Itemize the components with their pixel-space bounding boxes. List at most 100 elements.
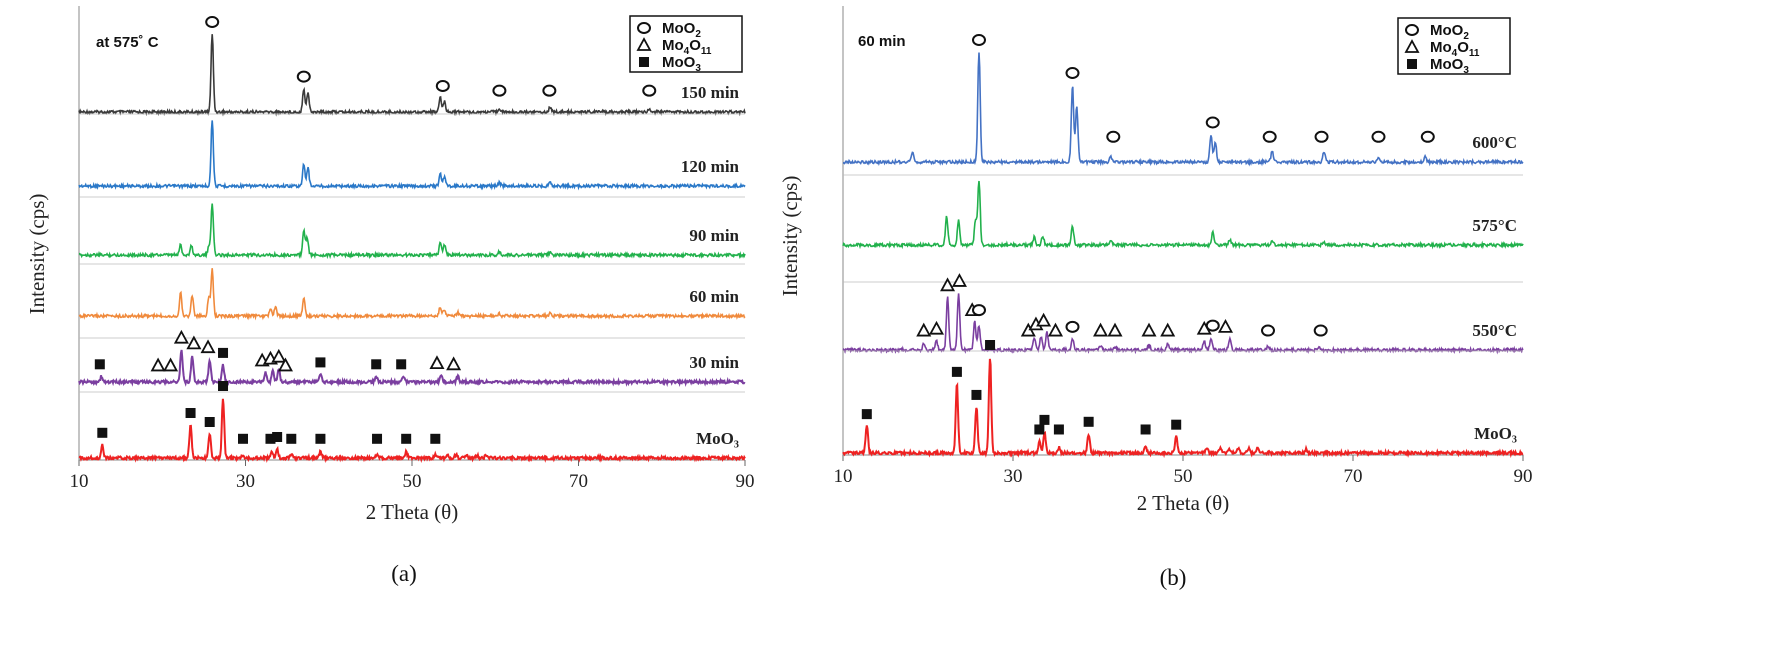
series-label: 600°C [1472, 133, 1517, 152]
series-line-b-3 [842, 358, 1524, 459]
legend-label: MoO2 [662, 20, 701, 40]
marker-circle [296, 70, 311, 83]
marker-circle [492, 84, 507, 97]
panel-b-xtick-label: 50 [1174, 466, 1193, 487]
marker-circle [435, 79, 450, 92]
marker-square [1171, 419, 1182, 430]
series-label: 60 min [689, 287, 739, 306]
marker-square [1039, 414, 1050, 425]
marker-square [985, 340, 996, 350]
marker-triangle [173, 329, 189, 344]
series-line-b-1 [842, 180, 1524, 250]
series-line-a-0 [78, 34, 746, 117]
panel-a-xlabel: 2 Theta (θ) [366, 500, 458, 524]
marker-square [430, 433, 441, 444]
marker-square [286, 433, 297, 444]
marker-square [218, 381, 229, 391]
legend-square-icon [1407, 59, 1417, 69]
panel-a-chart: at 575˚ C 2 Theta (θ) Intensity (cps) (a… [25, 6, 755, 586]
series-line-a-3 [78, 268, 746, 321]
marker-triangle [940, 277, 956, 292]
panel-a-xtick-label: 10 [70, 471, 89, 492]
panel-a-ylabel: Intensity (cps) [25, 194, 49, 315]
marker-square [238, 433, 249, 444]
panel-a-xtick-label: 50 [403, 471, 422, 492]
panel-b-caption: (b) [1160, 565, 1187, 590]
marker-square [396, 359, 407, 370]
marker-square [371, 359, 382, 370]
series-label: 120 min [681, 157, 740, 176]
marker-circle [1371, 130, 1386, 143]
series-label: 575°C [1472, 216, 1517, 235]
marker-triangle [429, 355, 445, 370]
marker-circle [1106, 130, 1121, 143]
legend-label: MoO2 [1430, 22, 1469, 42]
marker-circle [542, 84, 557, 97]
marker-square [204, 417, 215, 427]
marker-square [951, 366, 962, 377]
panel-b-ylabel: Intensity (cps) [778, 176, 802, 297]
legend-label: Mo4O11 [662, 37, 712, 57]
marker-triangle [1107, 322, 1123, 337]
marker-square [265, 433, 276, 444]
marker-circle [1420, 130, 1435, 143]
marker-circle [1262, 130, 1277, 143]
panel-b-xtick-label: 70 [1344, 466, 1363, 487]
marker-triangle [446, 356, 462, 371]
panel-b-xlabel: 2 Theta (θ) [1137, 491, 1229, 515]
series-line-a-1 [78, 120, 746, 191]
series-line-b-0 [842, 52, 1524, 167]
series-label: 90 min [689, 226, 739, 245]
legend-square-icon [639, 57, 649, 67]
marker-triangle [1141, 322, 1157, 337]
marker-square [1140, 424, 1151, 435]
panel-b-xtick-label: 90 [1514, 466, 1533, 487]
marker-square [372, 433, 383, 444]
marker-circle [1205, 319, 1220, 332]
series-label: 150 min [681, 83, 740, 102]
panel-b-xtick-label: 10 [834, 466, 853, 487]
panel-b-xtick-label: 30 [1004, 466, 1023, 487]
series-line-b-2 [842, 293, 1524, 355]
series-label: 550°C [1472, 321, 1517, 340]
marker-square [97, 427, 108, 438]
marker-circle [1314, 130, 1329, 143]
panel-a-xtick-label: 90 [736, 471, 755, 492]
panel-b-condition: 60 min [858, 33, 906, 50]
marker-square [861, 409, 872, 420]
series-label: 30 min [689, 353, 739, 372]
marker-square [272, 432, 283, 442]
marker-circle [642, 84, 657, 97]
marker-square [218, 347, 229, 358]
marker-triangle [1217, 318, 1234, 333]
legend-triangle-icon [636, 37, 652, 51]
series-label: MoO₃ [696, 429, 739, 448]
legend-label: Mo4O11 [1430, 39, 1480, 59]
marker-square [401, 433, 412, 444]
legend-label: MoO3 [662, 54, 701, 74]
panel-b-chart: 60 min 2 Theta (θ) Intensity (cps) (b) M… [778, 6, 1533, 590]
marker-square [315, 433, 326, 444]
marker-triangle [163, 357, 179, 372]
marker-triangle [916, 322, 932, 337]
panel-a-xtick-label: 70 [569, 471, 588, 492]
marker-circle [205, 16, 220, 28]
series-label: MoO₃ [1474, 424, 1517, 443]
marker-circle [1205, 116, 1220, 129]
marker-triangle [1093, 322, 1109, 337]
legend-circle-icon [637, 22, 651, 34]
panel-a-xtick-label: 30 [236, 471, 255, 492]
marker-circle [1065, 320, 1080, 333]
series-line-a-5 [78, 398, 746, 464]
marker-triangle [951, 273, 967, 287]
marker-square [1034, 424, 1045, 435]
series-line-a-4 [78, 349, 746, 388]
panel-a-condition: at 575˚ C [96, 34, 159, 51]
panel-a-caption: (a) [391, 561, 417, 586]
marker-square [315, 357, 326, 368]
marker-square [1053, 424, 1064, 435]
marker-square [971, 389, 982, 400]
marker-square [94, 359, 105, 370]
marker-triangle [186, 335, 202, 350]
